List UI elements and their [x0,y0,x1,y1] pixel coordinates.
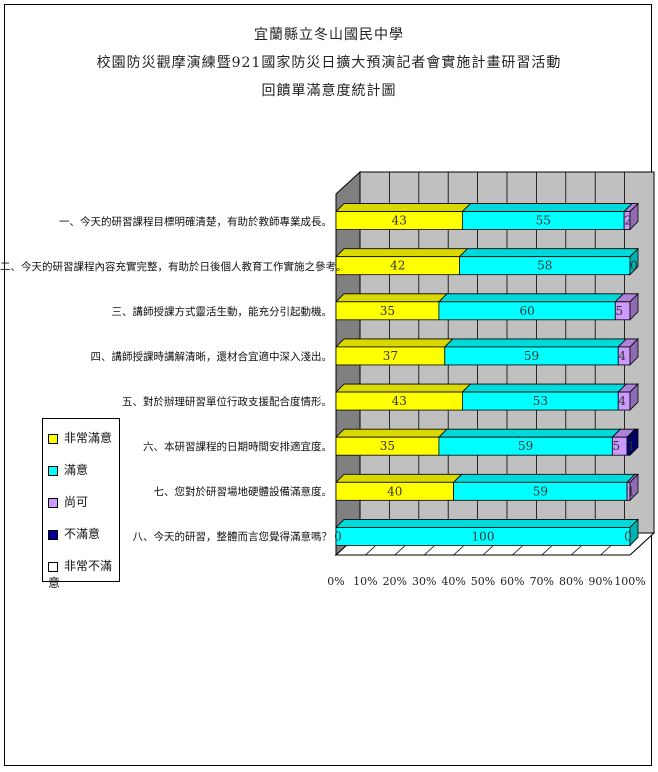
category-label: 七、您對於研習場地硬體設備滿意度。 [153,486,333,499]
data-label: 40 [387,484,402,498]
bar-segment-top [437,293,625,303]
bar-segment-top [335,203,472,212]
x-tick-label: 80% [559,575,583,588]
legend-label: 非常滿意 [64,431,113,445]
x-tick-label: 0% [327,575,344,588]
x-tick-label: 30% [412,575,436,588]
legend-swatch [48,433,58,444]
bar-end-cap [629,428,639,457]
x-tick-label: 60% [500,575,524,588]
data-label: 4 [618,394,626,408]
category-label: 五、對於辦理研習單位行政支援配合度情形。 [122,396,332,409]
bar-segment-top [335,428,448,438]
data-label: 53 [533,394,548,408]
data-label: 100 [472,529,495,543]
bar-segment-top [335,293,448,303]
x-tick-label: 70% [530,575,554,588]
category-label: 四、講師授課時講解清晰，還材合宜適中深入淺出。 [90,350,333,363]
legend-item-satisfied: 滿意 [48,461,88,478]
chart-title-line1: 宜蘭縣立冬山國民中學 [254,27,404,43]
x-tick-label: 10% [353,575,377,588]
bar-end-cap [629,337,639,366]
bar-segment-top [437,428,622,438]
category-label: 三、講師授課方式靈活生動，能充分引起動機。 [111,305,333,318]
bar-segment-top [335,248,469,258]
data-label: 59 [518,439,533,453]
bar-end-cap [629,292,639,321]
legend-swatch [48,529,58,540]
bar-segment-top [335,383,472,393]
category-label: 八、今天的研習，整體而言您覺得滿意嗎？ [132,531,333,544]
bar-end-cap [629,202,639,231]
bar-end-cap [629,473,639,502]
data-label: 55 [536,214,551,228]
bar-segment-top [335,338,454,348]
category-label: 二、今天的研習課程內容充實完整，有助於日後個人教育工作實施之參考。 [0,260,347,273]
data-label: 1 [627,484,635,498]
bar-segment-top [335,519,639,528]
chart-title-line2: 校園防災觀摩演練暨921國家防災日擴大預演記者會實施計畫研習活動 [96,55,562,71]
x-tick-label: 90% [588,575,612,588]
legend-label: 滿意 [64,463,89,477]
data-label: 42 [390,259,405,273]
data-label: 0 [630,259,638,273]
data-label: 35 [380,439,395,453]
data-label: 0 [624,529,632,543]
x-tick-label: 40% [441,575,465,588]
data-label: 60 [519,304,534,318]
bar-segment-top [461,383,628,393]
legend-swatch [48,561,58,572]
data-label: 58 [537,259,552,273]
data-label: 5 [613,439,621,453]
data-label: 43 [392,214,407,228]
data-label: 5 [615,304,623,318]
data-label: 2 [624,214,632,228]
data-label: 37 [383,349,398,363]
data-label: 4 [618,349,626,363]
legend-item-very-dissatisfied: 非常不滿意 [48,557,119,591]
category-label: 六、本研習課程的日期時間安排適宜度。 [143,441,332,454]
data-label: 59 [533,484,548,498]
data-label: 35 [380,304,395,318]
legend-swatch [48,465,58,476]
x-tick-label: 50% [471,575,495,588]
legend-label: 尚可 [64,495,89,509]
x-tick-label: 20% [383,575,407,588]
chart-legend: 非常滿意 滿意 尚可 不滿意 非常不滿意 [42,418,120,590]
data-label: 1 [627,439,635,453]
bar-segment-top [452,473,637,483]
legend-label: 不滿意 [64,527,101,541]
bar-end-cap [629,247,639,276]
bar-segment-top [461,203,634,212]
chart-title-line3: 回饋單滿意度統計圖 [261,83,397,99]
x-tick-label: 100% [614,575,645,588]
bar-segment-top [458,248,639,258]
legend-item-very-satisfied: 非常滿意 [48,429,112,446]
bar-end-cap [629,518,639,547]
data-label: 59 [524,349,539,363]
legend-item-neutral: 尚可 [48,493,88,510]
legend-label: 非常不滿意 [48,559,113,590]
data-label: 43 [392,394,407,408]
floor-gridline [629,532,655,556]
legend-swatch [48,497,58,508]
bar-segment-top [335,473,463,483]
bar-segment-top [443,338,628,348]
legend-item-dissatisfied: 不滿意 [48,525,100,542]
bar-end-cap [629,383,639,412]
category-label: 一、今天的研習課程目標明確清楚，有助於教師專業成長。 [59,215,332,228]
data-label: 0 [334,529,342,543]
